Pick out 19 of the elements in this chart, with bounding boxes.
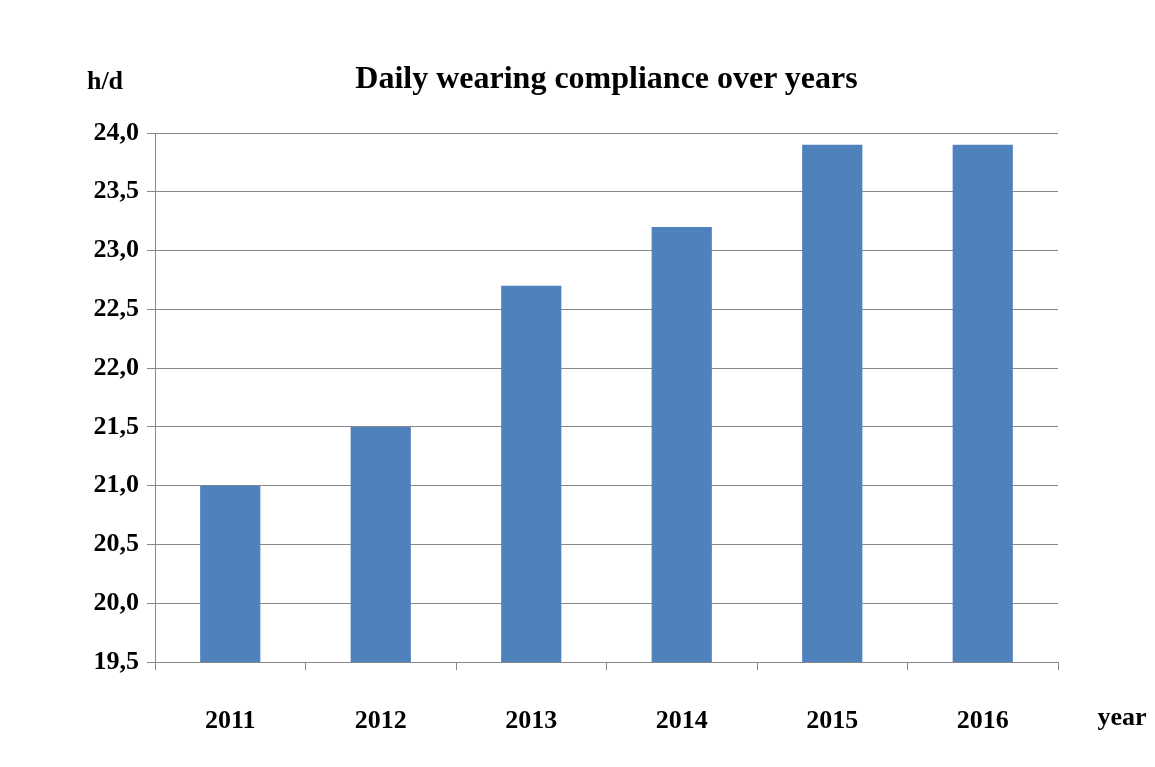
x-tick-label: 2016: [956, 705, 1009, 735]
y-tick-label: 22,0: [93, 351, 139, 381]
y-tick-label: 24,0: [93, 116, 139, 146]
x-tick-label: 2013: [505, 705, 558, 735]
y-tick-label: 19,5: [93, 645, 139, 675]
x-tick-label: 2015: [806, 705, 859, 735]
x-tick-label: 2011: [204, 705, 256, 735]
y-tick-label: 21,0: [93, 469, 139, 499]
chart-title: Daily wearing compliance over years: [355, 59, 858, 96]
x-tick-label: 2014: [655, 705, 708, 735]
x-axis-title: year: [1097, 701, 1147, 731]
y-axis-title: h/d: [86, 65, 124, 95]
y-tick-label: 20,5: [93, 528, 139, 558]
y-tick-label: 21,5: [93, 410, 139, 440]
y-tick-label: 23,5: [93, 175, 139, 205]
y-tick-label: 20,0: [93, 586, 139, 616]
y-tick-label: 23,0: [93, 234, 139, 264]
x-tick-label: 2012: [354, 705, 407, 735]
y-tick-label: 22,5: [93, 293, 139, 323]
